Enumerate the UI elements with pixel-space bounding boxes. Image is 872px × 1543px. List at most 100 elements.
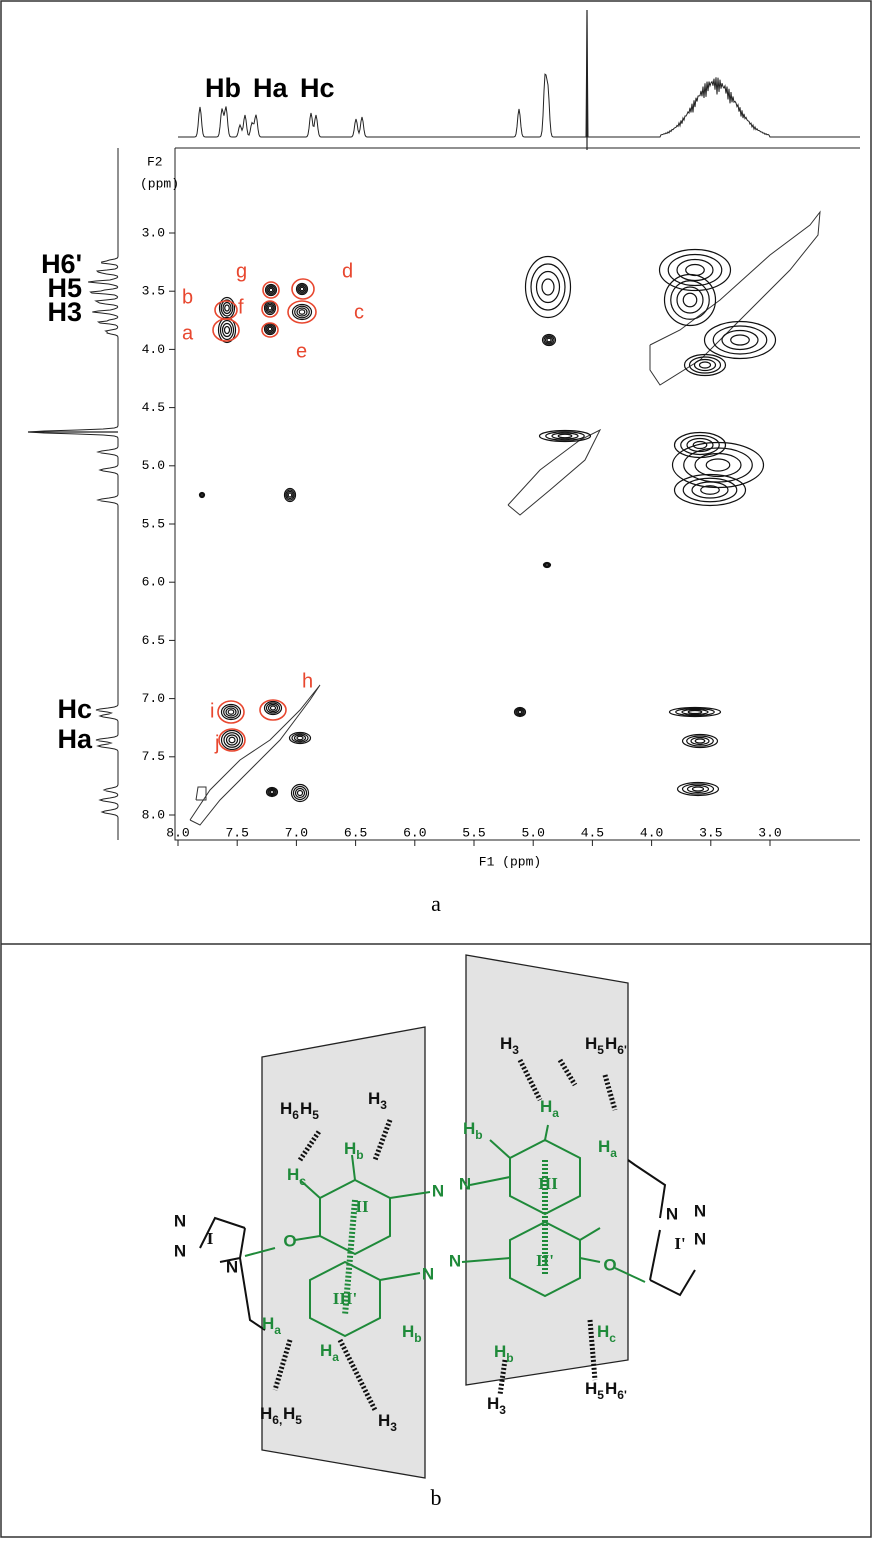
atom-label: N (694, 1229, 706, 1248)
atom-subscript: 5 (312, 1108, 319, 1122)
peak-label: e (296, 340, 307, 362)
atom-subscript: c (299, 1174, 306, 1188)
x-tick-label: 3.0 (758, 825, 781, 840)
y-tick-label: 7.5 (142, 749, 165, 764)
atom-symbol: H (494, 1342, 506, 1361)
atom-symbol: H (605, 1034, 617, 1053)
ring-label: I' (674, 1234, 685, 1253)
atom-subscript: b (356, 1148, 363, 1162)
peak-label: Hc (300, 73, 335, 103)
y-tick-label: 4.5 (142, 400, 165, 415)
peak-label: h (302, 670, 313, 692)
peak-label: H3 (47, 297, 82, 327)
atom-subscript: 3 (512, 1043, 519, 1057)
atom-symbol: H (368, 1089, 380, 1108)
peak-label: Hb (205, 73, 241, 103)
atom-subscript: b (475, 1128, 482, 1142)
atom-label: N (174, 1211, 186, 1230)
atom-label: O (603, 1255, 616, 1274)
figure: F2 (ppm) F1 (ppm) a b 8.0 7.5 7.0 6.5 6.0 5.5… (0, 0, 872, 1538)
atom-subscript: 5 (597, 1043, 604, 1057)
axis-label: F1 (ppm) (479, 854, 541, 869)
x-tick-label: 8.0 (166, 825, 189, 840)
x-tick-label: 7.5 (225, 825, 248, 840)
atom-symbol: H (598, 1137, 610, 1156)
atom-symbol: H (585, 1034, 597, 1053)
atom-symbol: H (500, 1034, 512, 1053)
atom-subscript: 6 (292, 1108, 299, 1122)
atom-subscript: c (609, 1331, 616, 1345)
axis-label: F2 (147, 154, 163, 169)
atom-subscript: a (274, 1323, 281, 1337)
atom-label: O (283, 1231, 296, 1250)
x-tick-label: 7.0 (285, 825, 308, 840)
ring-label: II (355, 1197, 369, 1216)
y-tick-label: 5.5 (142, 516, 165, 531)
y-tick-label: 6.0 (142, 575, 165, 590)
ring-label: I (207, 1229, 214, 1248)
x-tick-label: 4.5 (581, 825, 604, 840)
peak-label: Hc (57, 694, 92, 724)
peak-label: i (210, 700, 214, 722)
atom-label: N (226, 1257, 238, 1276)
atom-subscript: a (552, 1106, 559, 1120)
atom-subscript: a (610, 1146, 617, 1160)
x-tick-label: 4.0 (640, 825, 663, 840)
atom-subscript: b (506, 1351, 513, 1365)
atom-subscript: 6' (617, 1043, 627, 1057)
atom-symbol: H (320, 1341, 332, 1360)
caption: a (431, 891, 441, 916)
y-tick-label: 3.5 (142, 284, 165, 299)
x-tick-label: 6.5 (344, 825, 367, 840)
atom-subscript: b (414, 1331, 421, 1345)
atom-subscript: 6, (272, 1413, 282, 1427)
peak-label: j (214, 732, 219, 754)
atom-subscript: 6' (617, 1388, 627, 1402)
atom-label: N (422, 1264, 434, 1283)
peak-label: f (238, 296, 244, 318)
atom-symbol: H (463, 1119, 475, 1138)
outer-frame (1, 1, 871, 1537)
ring-label: III' (333, 1289, 358, 1308)
atom-symbol: H (283, 1404, 295, 1423)
atom-subscript: 3 (380, 1098, 387, 1112)
atom-symbol: H (344, 1139, 356, 1158)
atom-subscript: a (332, 1350, 339, 1364)
atom-label: N (694, 1201, 706, 1220)
x-tick-label: 6.0 (403, 825, 426, 840)
atom-label: N (174, 1241, 186, 1260)
atom-symbol: H (287, 1165, 299, 1184)
peak-label: Ha (253, 73, 288, 103)
y-tick-label: 4.0 (142, 342, 165, 357)
peak-label: g (236, 260, 247, 282)
atom-symbol: H (262, 1314, 274, 1333)
atom-symbol: H (585, 1379, 597, 1398)
y-tick-label: 3.0 (142, 225, 165, 240)
atom-subscript: 5 (295, 1413, 302, 1427)
y-tick-label: 7.0 (142, 691, 165, 706)
axis-label: (ppm) (140, 176, 179, 191)
y-tick-label: 6.5 (142, 633, 165, 648)
y-tick-label: 8.0 (142, 807, 165, 822)
peak-label: a (182, 322, 194, 344)
x-tick-label: 5.5 (462, 825, 485, 840)
atom-symbol: H (300, 1099, 312, 1118)
atom-subscript: 3 (499, 1403, 506, 1417)
atom-label: N (666, 1204, 678, 1223)
atom-label: N (459, 1174, 471, 1193)
atom-label: N (449, 1251, 461, 1270)
atom-symbol: H (378, 1411, 390, 1430)
peak-label: b (182, 286, 193, 308)
atom-symbol: H (605, 1379, 617, 1398)
x-tick-label: 3.5 (699, 825, 722, 840)
peak-label: d (342, 260, 353, 282)
atom-symbol: H (402, 1322, 414, 1341)
peak-label: Ha (57, 724, 92, 754)
atom-subscript: 5 (597, 1388, 604, 1402)
atom-symbol: H (260, 1404, 272, 1423)
y-tick-label: 5.0 (142, 458, 165, 473)
atom-symbol: H (487, 1394, 499, 1413)
atom-label: N (432, 1181, 444, 1200)
atom-subscript: 3 (390, 1420, 397, 1434)
peak-label: c (354, 301, 364, 323)
